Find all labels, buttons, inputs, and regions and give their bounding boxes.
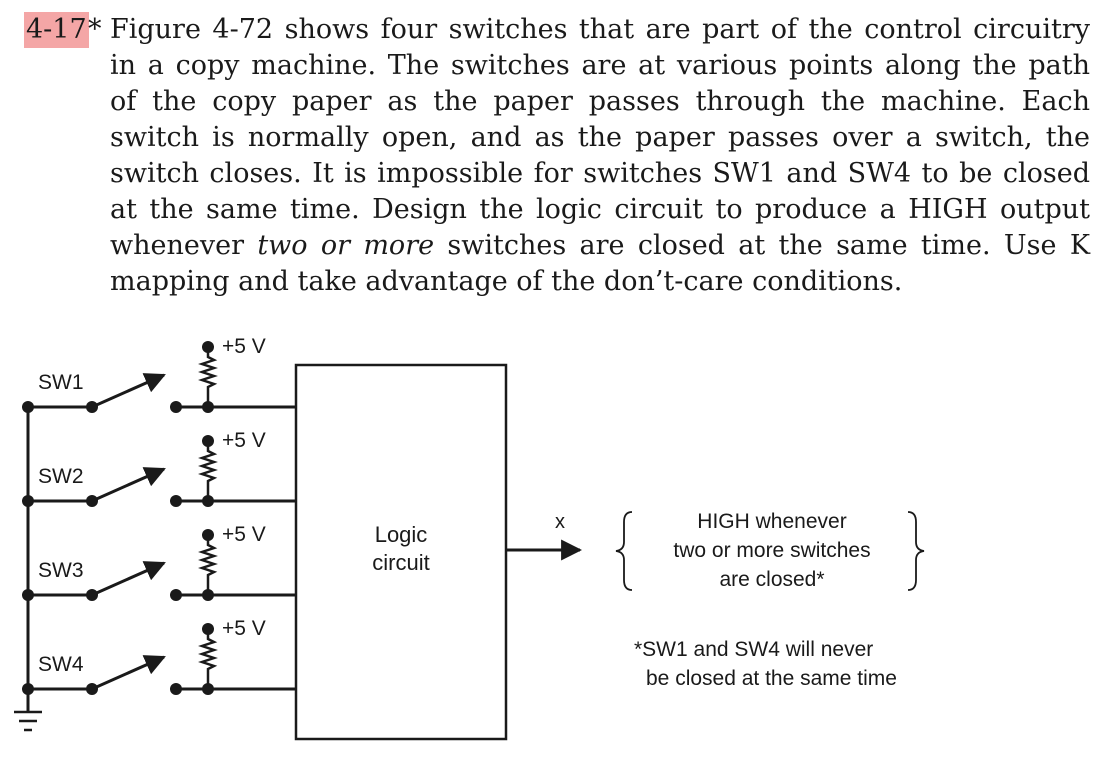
problem-line: mapping and take advantage of the don’t-… bbox=[110, 264, 1090, 300]
ground-icon bbox=[14, 712, 42, 730]
resistor-icon bbox=[202, 535, 214, 595]
circuit-figure: +5 V SW1 +5 V SW2 +5 V SW3 +5 V SW4 Logic circu… bbox=[0, 320, 1108, 756]
junction-dot bbox=[22, 495, 34, 507]
switch-blade bbox=[92, 563, 164, 595]
resistor-icon bbox=[202, 441, 214, 501]
switch-label: SW3 bbox=[38, 559, 84, 582]
logic-box-label: Logic bbox=[375, 522, 428, 547]
circuit-diagram: +5 V SW1 +5 V SW2 +5 V SW3 +5 V SW4 Logic circu… bbox=[0, 320, 1108, 756]
problem-text: Figure 4-72 shows four switches that are… bbox=[110, 12, 1090, 300]
left-brace bbox=[616, 512, 632, 590]
emphasis-text: two or more bbox=[257, 230, 434, 261]
problem-star: * bbox=[88, 12, 102, 48]
output-description: HIGH whenever bbox=[697, 510, 846, 533]
switch-label: SW1 bbox=[38, 371, 84, 394]
supply-label: +5 V bbox=[222, 617, 266, 640]
switch-label: SW2 bbox=[38, 465, 84, 488]
logic-box-label: circuit bbox=[372, 550, 429, 575]
problem-line: in a copy machine. The switches are at v… bbox=[110, 48, 1090, 84]
junction-dot bbox=[22, 683, 34, 695]
line-text: whenever bbox=[110, 230, 257, 261]
switch-blade bbox=[92, 469, 164, 501]
output-label: x bbox=[555, 511, 565, 533]
switch-blade bbox=[92, 375, 164, 407]
footnote: be closed at the same time bbox=[646, 667, 897, 690]
problem-line: switch is normally open, and as the pape… bbox=[110, 120, 1090, 156]
problem-number: 4-17 bbox=[24, 12, 89, 48]
output-description: two or more switches bbox=[673, 539, 870, 562]
supply-label: +5 V bbox=[222, 523, 266, 546]
switch-label: SW4 bbox=[38, 653, 84, 676]
problem-line: at the same time. Design the logic circu… bbox=[110, 192, 1090, 228]
switch-blade bbox=[92, 657, 164, 689]
resistor-icon bbox=[202, 347, 214, 407]
right-brace bbox=[908, 512, 924, 590]
supply-label: +5 V bbox=[222, 429, 266, 452]
problem-line: Figure 4-72 shows four switches that are… bbox=[110, 12, 1090, 48]
problem-line-with-emphasis: whenever two or more switches are closed… bbox=[110, 228, 1090, 264]
resistor-icon bbox=[202, 629, 214, 689]
junction-dot bbox=[22, 589, 34, 601]
line-text: switches are closed at the same time. Us… bbox=[434, 230, 1090, 261]
junction-dot bbox=[22, 401, 34, 413]
supply-label: +5 V bbox=[222, 335, 266, 358]
problem-line: of the copy paper as the paper passes th… bbox=[110, 84, 1090, 120]
output-description: are closed* bbox=[719, 568, 824, 591]
problem-line: switch closes. It is impossible for swit… bbox=[110, 156, 1090, 192]
footnote: *SW1 and SW4 will never bbox=[634, 638, 873, 661]
